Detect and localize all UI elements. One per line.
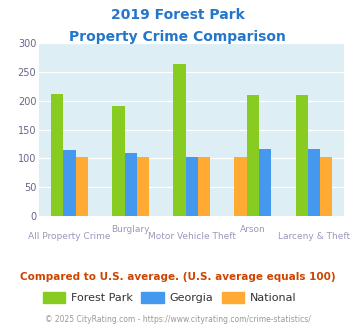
- Bar: [259, 149, 271, 216]
- Bar: [125, 152, 137, 216]
- Text: Arson: Arson: [240, 225, 266, 234]
- Text: Larceny & Theft: Larceny & Theft: [278, 232, 350, 241]
- Bar: [137, 157, 149, 216]
- Bar: [51, 94, 64, 216]
- Bar: [320, 157, 332, 216]
- Text: Property Crime Comparison: Property Crime Comparison: [69, 30, 286, 44]
- Text: All Property Crime: All Property Crime: [28, 232, 111, 241]
- Text: 2019 Forest Park: 2019 Forest Park: [111, 8, 244, 22]
- Bar: [112, 106, 125, 216]
- Bar: [234, 157, 247, 216]
- Bar: [247, 95, 259, 216]
- Bar: [308, 149, 320, 216]
- Bar: [173, 64, 186, 216]
- Text: © 2025 CityRating.com - https://www.cityrating.com/crime-statistics/: © 2025 CityRating.com - https://www.city…: [45, 315, 310, 324]
- Bar: [295, 95, 308, 216]
- Bar: [64, 150, 76, 216]
- Bar: [198, 157, 210, 216]
- Text: Compared to U.S. average. (U.S. average equals 100): Compared to U.S. average. (U.S. average …: [20, 272, 335, 282]
- Legend: Forest Park, Georgia, National: Forest Park, Georgia, National: [38, 287, 301, 308]
- Text: Burglary: Burglary: [111, 225, 150, 234]
- Text: Motor Vehicle Theft: Motor Vehicle Theft: [148, 232, 236, 241]
- Bar: [186, 157, 198, 216]
- Bar: [76, 157, 88, 216]
